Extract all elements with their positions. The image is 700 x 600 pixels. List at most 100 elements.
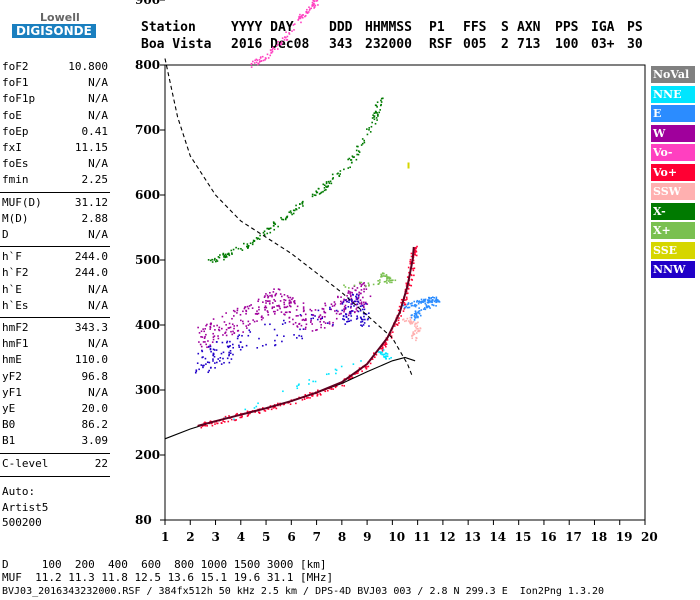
data-point	[371, 358, 374, 361]
data-point	[249, 323, 251, 325]
data-point	[231, 343, 234, 346]
data-point	[418, 310, 421, 312]
data-point	[438, 301, 441, 303]
y-tick-labels: 80 200 300 400 500 600 700 800 900	[135, 0, 165, 527]
data-point	[204, 421, 206, 424]
data-point	[196, 362, 199, 365]
data-point	[246, 327, 248, 329]
data-point	[344, 304, 347, 307]
data-point	[411, 334, 414, 337]
data-point	[361, 138, 364, 140]
data-point	[267, 300, 270, 302]
data-point	[423, 307, 426, 309]
data-point	[304, 393, 307, 396]
data-point	[198, 368, 200, 371]
data-point	[210, 350, 212, 353]
data-point	[347, 167, 350, 169]
data-point	[390, 335, 393, 337]
data-point	[271, 306, 274, 309]
data-point	[235, 413, 237, 416]
data-point	[344, 307, 347, 309]
data-point	[288, 321, 291, 323]
y-tick-800: 800	[135, 58, 160, 72]
data-point	[288, 33, 291, 35]
series-nnw	[194, 293, 370, 374]
data-point	[200, 336, 202, 338]
data-point	[326, 185, 329, 188]
x-tick-8: 8	[338, 530, 346, 544]
data-point	[405, 296, 408, 299]
data-point	[276, 305, 278, 307]
data-point	[215, 361, 218, 364]
data-point	[333, 301, 336, 303]
data-point	[332, 321, 334, 324]
data-point	[350, 295, 352, 298]
param-value: 22	[94, 456, 108, 470]
footer-file-row: BVJ03_2016343232000.RSF / 384fx512h 50 k…	[2, 586, 605, 597]
data-point	[312, 314, 314, 317]
data-point	[258, 306, 260, 308]
data-point	[252, 241, 254, 244]
header-label-7: AXN	[517, 20, 541, 35]
data-point	[230, 358, 233, 360]
data-point	[377, 279, 379, 282]
data-point	[415, 254, 418, 257]
data-point	[359, 316, 362, 319]
data-point	[435, 296, 438, 299]
data-point	[334, 386, 337, 389]
data-point	[368, 312, 370, 315]
data-point	[398, 322, 400, 324]
data-point	[324, 315, 326, 318]
data-point	[247, 413, 250, 416]
x-tick-10: 10	[388, 530, 405, 544]
data-point	[247, 334, 250, 337]
data-point	[341, 384, 344, 387]
header-label-9: IGA	[591, 20, 615, 35]
data-point	[345, 299, 348, 301]
x-tick-14: 14	[489, 530, 506, 544]
data-point	[402, 310, 405, 312]
data-point	[342, 300, 345, 302]
data-point	[221, 315, 224, 318]
data-point	[272, 225, 275, 227]
data-point	[210, 323, 212, 326]
param-separator	[0, 317, 110, 318]
data-point	[293, 300, 295, 303]
data-point	[380, 101, 383, 103]
legend-item-x: X+	[651, 222, 695, 239]
param-value: 3.09	[81, 434, 109, 448]
data-point	[414, 325, 416, 327]
data-point	[261, 315, 263, 318]
data-point	[360, 303, 363, 305]
param-row: B0 86.2	[2, 418, 108, 431]
param-row: h`F 244.0	[2, 250, 108, 263]
data-point	[331, 173, 334, 176]
data-point	[214, 257, 216, 260]
x-tick-15: 15	[515, 530, 532, 544]
data-point	[200, 426, 203, 429]
x-tick-7: 7	[313, 530, 321, 544]
data-point	[323, 311, 326, 314]
legend-item-ssw: SSW	[651, 183, 695, 200]
data-point	[351, 303, 354, 305]
data-point	[383, 272, 385, 275]
data-point	[343, 309, 346, 311]
data-point	[302, 310, 305, 313]
data-point	[271, 295, 273, 298]
data-point	[228, 351, 230, 354]
data-point	[246, 243, 249, 245]
data-point	[383, 353, 385, 356]
data-point	[269, 227, 272, 230]
data-point	[258, 61, 261, 63]
data-point	[213, 335, 216, 337]
data-point	[266, 227, 268, 230]
series-vo	[250, 0, 319, 68]
data-point	[343, 168, 345, 171]
data-point	[243, 307, 246, 310]
data-point	[385, 357, 387, 360]
data-point	[415, 326, 417, 329]
data-point	[347, 305, 350, 308]
data-point	[298, 17, 300, 20]
data-point	[302, 200, 304, 203]
data-point	[261, 344, 264, 347]
